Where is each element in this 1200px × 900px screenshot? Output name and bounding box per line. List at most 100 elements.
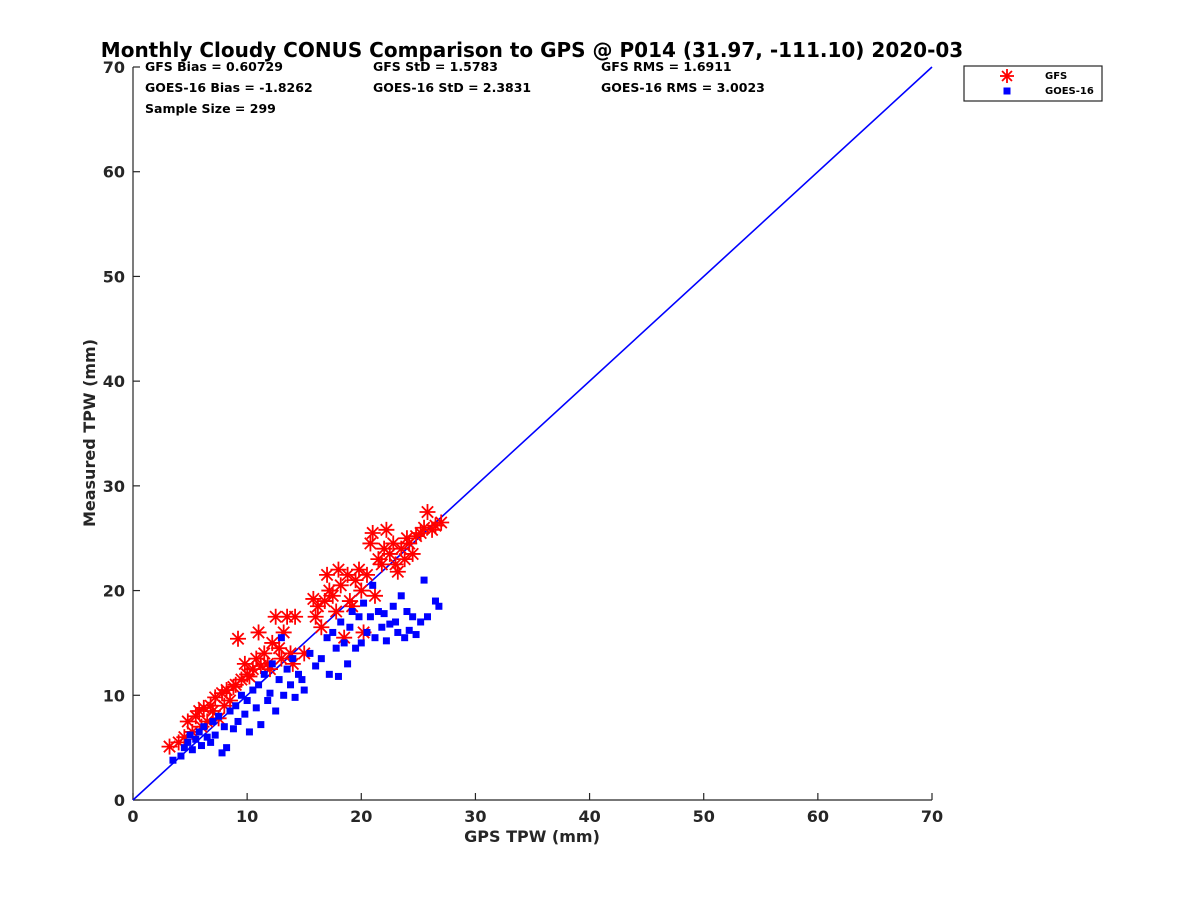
x-axis-title: GPS TPW (mm) — [464, 827, 600, 846]
goes-16-point — [300, 686, 308, 694]
x-tick-label: 40 — [578, 807, 600, 826]
goes-16-point — [218, 749, 226, 757]
y-tick-label: 70 — [103, 58, 125, 77]
stat-text: GOES-16 Bias = -1.8262 — [145, 80, 313, 95]
goes-16-point — [317, 655, 325, 663]
goes-16-point — [184, 738, 192, 746]
goes-16-point — [215, 712, 223, 720]
stat-text: Sample Size = 299 — [145, 101, 276, 116]
goes-16-point — [405, 626, 413, 634]
stat-text: GOES-16 StD = 2.3831 — [373, 80, 531, 95]
stat-text: GFS Bias = 0.60729 — [145, 59, 283, 74]
goes-16-point — [220, 723, 228, 731]
goes-16-point — [306, 649, 314, 657]
goes-16-point — [186, 731, 194, 739]
goes-16-point — [329, 628, 337, 636]
goes-16-point — [264, 697, 272, 705]
gfs-point — [250, 624, 267, 641]
x-tick-label: 60 — [807, 807, 829, 826]
y-tick-label: 40 — [103, 372, 125, 391]
goes-16-point — [423, 613, 431, 621]
gfs-point — [324, 587, 341, 604]
goes-16-point — [392, 618, 400, 626]
goes-16-point — [249, 686, 257, 694]
legend-gfs-marker — [1000, 69, 1014, 83]
stats-block: GFS Bias = 0.60729 GFS StD = 1.5783 GFS RM… — [145, 59, 765, 116]
goes-16-point — [229, 725, 237, 733]
y-tick-label: 20 — [103, 582, 125, 601]
goes-16-point — [287, 681, 295, 689]
y-tick-label: 50 — [103, 267, 125, 286]
ticks: 0 10 20 30 40 50 60 70 0 10 20 30 40 50 60 70 — [103, 58, 943, 826]
goes-16-point — [268, 660, 276, 668]
goes-16-point — [378, 623, 386, 631]
goes-16-point — [197, 742, 205, 750]
legend-goes-16-marker — [1003, 87, 1011, 95]
gfs-point — [330, 561, 347, 578]
goes-16-point — [344, 660, 352, 668]
goes-16-point — [357, 639, 365, 647]
goes-16-point — [371, 634, 379, 642]
goes-16-point — [334, 672, 342, 680]
goes-16-point — [403, 608, 411, 616]
goes-16-point — [195, 728, 203, 736]
gfs-point — [275, 624, 292, 641]
goes-16-point — [409, 613, 417, 621]
goes-16-point — [200, 723, 208, 731]
goes-16-point — [272, 707, 280, 715]
legend-goes-16-label: GOES-16 — [1045, 86, 1094, 97]
legend: GFS GOES-16 — [963, 65, 1103, 102]
goes-16-point — [374, 608, 382, 616]
goes-16-point — [226, 707, 234, 715]
y-axis-title: Measured TPW (mm) — [80, 339, 99, 527]
x-tick-label: 0 — [127, 807, 138, 826]
chart-title: Monthly Cloudy CONUS Comparison to GPS @… — [101, 38, 963, 62]
goes-16-point — [298, 676, 306, 684]
goes-16-point — [234, 717, 242, 725]
goes-16-point — [360, 599, 368, 607]
goes-16-point — [211, 731, 219, 739]
goes-16-point — [348, 608, 356, 616]
goes-16-point — [352, 644, 360, 652]
gfs-point — [362, 535, 379, 552]
goes-16-point — [266, 689, 274, 697]
gfs-point — [404, 545, 421, 562]
goes-16-point — [431, 597, 439, 605]
gfs-point — [358, 566, 375, 583]
goes-16-point — [280, 691, 288, 699]
goes-16-point — [369, 581, 377, 589]
gfs-point — [332, 577, 349, 594]
x-tick-label: 50 — [693, 807, 715, 826]
gfs-point — [230, 630, 247, 647]
goes-16-point — [260, 670, 268, 678]
gfs-point — [256, 645, 273, 662]
gfs-point — [271, 640, 288, 657]
goes-16-point — [243, 697, 251, 705]
legend-gfs-label: GFS — [1045, 71, 1067, 82]
y-tick-label: 60 — [103, 163, 125, 182]
goes-16-point — [363, 628, 371, 636]
stat-text: GOES-16 RMS = 3.0023 — [601, 80, 765, 95]
goes-16-point — [188, 746, 196, 754]
goes-16-point — [435, 602, 443, 610]
goes-16-point — [232, 702, 240, 710]
goes-16-point — [401, 634, 409, 642]
gfs-point — [419, 504, 436, 521]
goes-16-point — [420, 576, 428, 584]
gfs-point — [385, 535, 402, 552]
goes-16-point — [417, 618, 425, 626]
goes-16-point — [397, 592, 405, 600]
gfs-point — [373, 556, 390, 573]
gfs-point — [273, 650, 290, 667]
series-goes-16 — [169, 576, 443, 764]
goes-16-point — [209, 717, 217, 725]
gfs-point — [389, 563, 406, 580]
stat-text: GFS StD = 1.5783 — [373, 59, 498, 74]
goes-16-point — [241, 710, 249, 718]
gfs-point — [264, 634, 281, 651]
goes-16-point — [340, 639, 348, 647]
goes-16-point — [366, 613, 374, 621]
goes-16-point — [386, 620, 394, 628]
goes-16-point — [355, 613, 363, 621]
